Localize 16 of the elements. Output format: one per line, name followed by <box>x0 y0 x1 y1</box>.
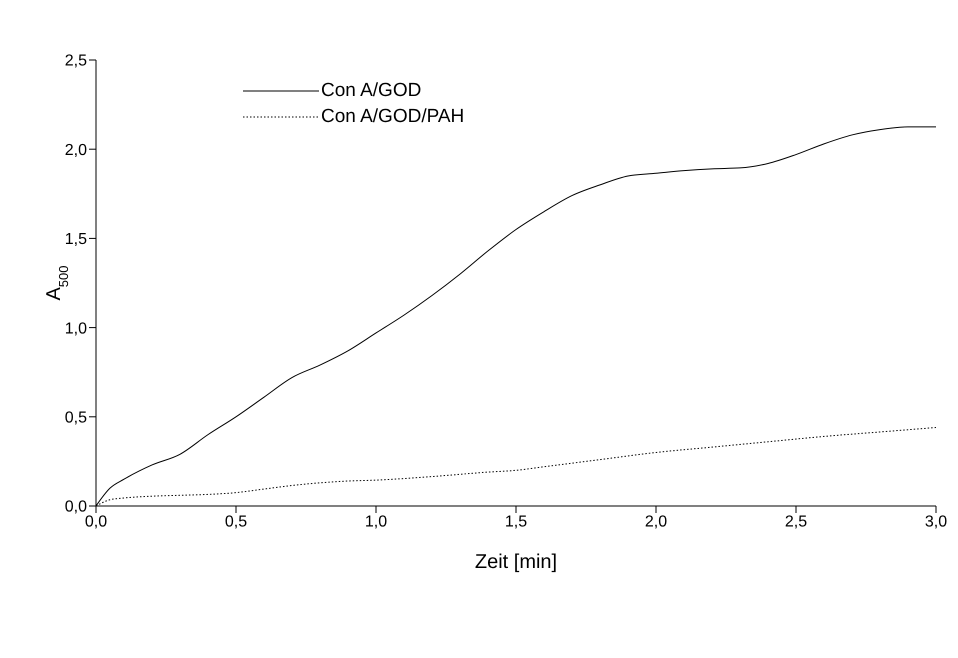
y-tick-label: 1,5 <box>64 231 88 248</box>
x-tick-label: 1,5 <box>504 513 528 530</box>
legend-label: Con A/GOD <box>321 80 422 102</box>
x-tick-label: 2,0 <box>644 513 668 530</box>
x-tick-label: 3,0 <box>924 513 948 530</box>
y-tick-label: 0,0 <box>64 498 88 516</box>
y-tick-label: 2,0 <box>64 142 88 159</box>
x-tick-label: 2,5 <box>784 513 808 530</box>
x-axis-title: Zeit [min] <box>474 551 558 573</box>
x-tick-label: 0,0 <box>84 513 108 530</box>
x-tick-label: 1,0 <box>364 513 388 530</box>
y-tick-label: 2,5 <box>64 52 88 70</box>
legend-label: Con A/GOD/PAH <box>321 106 464 128</box>
y-tick-label: 0,5 <box>64 409 88 426</box>
x-tick-label: 0,5 <box>224 513 248 530</box>
y-tick-label: 1,0 <box>64 320 88 338</box>
